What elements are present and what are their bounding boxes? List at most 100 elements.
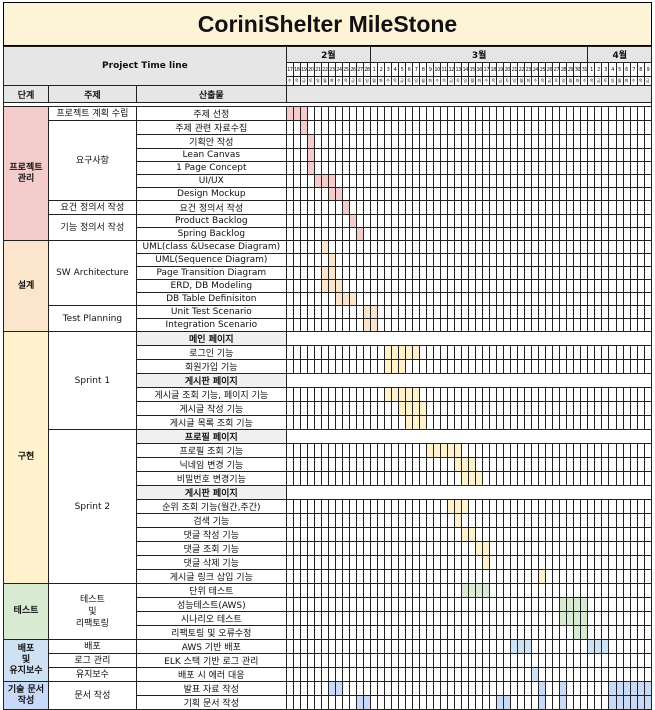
timeline-cell <box>622 527 631 542</box>
timeline-cell <box>566 148 575 162</box>
timeline-cell <box>419 187 428 201</box>
timeline-cell <box>559 401 568 416</box>
timeline-cell <box>306 401 315 416</box>
weekday-label: 목 <box>587 76 596 86</box>
timeline-bar-cell <box>531 667 540 682</box>
timeline-cell <box>566 415 575 430</box>
timeline-cell <box>348 527 357 542</box>
timeline-cell <box>355 359 364 374</box>
timeline-cell <box>566 227 575 241</box>
timeline-cell <box>405 471 414 486</box>
timeline-cell <box>369 541 378 556</box>
timeline-cell <box>447 667 456 682</box>
milestone-row: 프로젝트 관리 프로젝트 계획 수립 주제 선정 <box>3 106 653 241</box>
timeline-cell <box>517 134 526 149</box>
timeline-bar-cell <box>468 527 477 542</box>
timeline-cell <box>412 443 421 458</box>
timeline-cell <box>285 471 294 486</box>
timeline-cell <box>348 266 357 280</box>
timeline-cell <box>573 345 582 360</box>
timeline-cell <box>433 541 442 556</box>
timeline-cell <box>587 625 596 640</box>
timeline-cell <box>496 161 505 175</box>
day-label: 11 <box>440 62 449 77</box>
timeline-cell <box>601 134 610 149</box>
timeline-cell <box>313 227 322 241</box>
timeline-cell <box>299 134 308 149</box>
output-label: 주제 관련 자료수집 <box>135 120 287 135</box>
timeline-cell <box>594 513 603 528</box>
timeline-cell <box>426 569 435 584</box>
timeline-cell <box>292 499 301 514</box>
timeline-cell <box>531 106 540 121</box>
timeline-cell <box>362 187 371 201</box>
timeline-cell <box>615 227 624 241</box>
timeline-bar-cell <box>566 597 575 612</box>
timeline-cell <box>419 457 428 472</box>
timeline-cell <box>405 148 414 162</box>
timeline-bar-cell <box>327 681 336 696</box>
timeline-bar-cell <box>348 214 357 228</box>
timeline-cell <box>622 639 631 654</box>
timeline-cell <box>426 279 435 293</box>
timeline-cell <box>517 120 526 135</box>
timeline-cell <box>285 387 294 402</box>
day-label: 17 <box>285 62 294 77</box>
timeline-cell <box>587 174 596 188</box>
timeline-cell <box>622 499 631 514</box>
timeline-cell <box>608 148 617 162</box>
timeline-cell <box>440 200 449 215</box>
timeline-cell <box>496 240 505 254</box>
timeline-cell <box>517 227 526 241</box>
day-label: 20 <box>503 62 512 77</box>
timeline-cell <box>390 318 400 332</box>
timeline-cell <box>299 583 308 598</box>
timeline-cell <box>496 401 505 416</box>
month-label: 3월 <box>369 46 589 63</box>
weekday-label: 목 <box>341 76 350 86</box>
timeline-cell <box>643 134 653 149</box>
timeline-cell <box>629 471 638 486</box>
timeline-cell <box>285 541 294 556</box>
milestone-row: 기획안 작성 <box>4 134 653 149</box>
timeline-cell <box>552 471 561 486</box>
timeline-cell <box>376 555 385 570</box>
timeline-cell <box>412 527 421 542</box>
timeline-cell <box>355 527 364 542</box>
timeline-cell <box>292 555 301 570</box>
timeline-cell <box>299 401 308 416</box>
timeline-cell <box>376 443 385 458</box>
timeline-cell <box>608 200 617 215</box>
timeline-bar-cell <box>383 359 393 374</box>
timeline-cell <box>412 457 421 472</box>
timeline-cell <box>615 120 624 135</box>
timeline-cell <box>447 527 456 542</box>
timeline-cell <box>369 214 378 228</box>
timeline-cell <box>461 292 470 306</box>
milestone-row: 유지보수 배포 시 에러 대응 <box>4 667 653 682</box>
timeline-cell <box>412 359 421 374</box>
topic-header: 주제 <box>47 85 137 103</box>
timeline-cell <box>454 305 463 319</box>
timeline-cell <box>348 513 357 528</box>
timeline-cell <box>503 161 512 175</box>
timeline-cell <box>615 200 624 215</box>
timeline-cell <box>489 253 498 267</box>
day-label: 12 <box>447 62 456 77</box>
timeline-cell <box>334 318 343 332</box>
timeline-cell <box>552 292 561 306</box>
timeline-cell <box>419 227 428 241</box>
timeline-cell <box>615 174 624 188</box>
timeline-cell <box>355 253 364 267</box>
timeline-cell <box>461 266 470 280</box>
timeline-cell <box>524 279 533 293</box>
timeline-cell <box>608 161 617 175</box>
timeline-cell <box>601 106 610 121</box>
timeline-cell <box>447 214 456 228</box>
timeline-cell <box>496 513 505 528</box>
timeline-cell <box>475 597 484 612</box>
timeline-cell <box>538 227 547 241</box>
timeline-cell <box>327 541 336 556</box>
timeline-cell <box>622 457 631 472</box>
timeline-cell <box>496 174 505 188</box>
